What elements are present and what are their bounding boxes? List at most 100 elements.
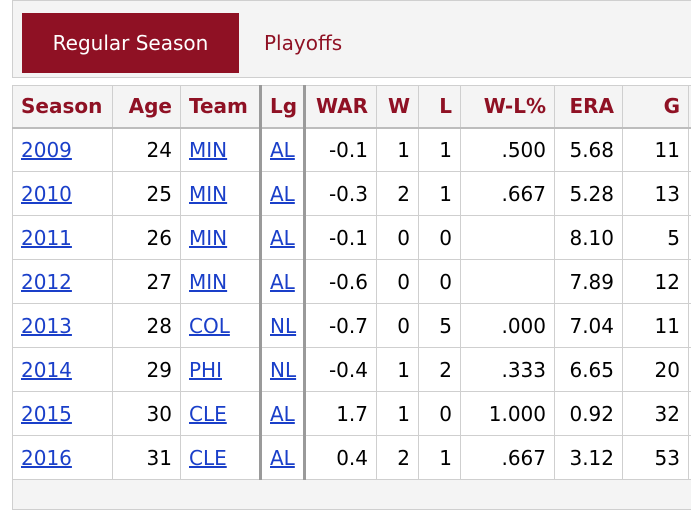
age-cell: 28 xyxy=(113,304,181,348)
war-cell: 1.7 xyxy=(305,392,377,436)
wl-pct-cell xyxy=(461,216,555,260)
era-cell: 3.12 xyxy=(555,436,623,480)
league-cell: NL xyxy=(261,304,305,348)
season-cell: 2010 xyxy=(13,172,113,216)
team-cell: MIN xyxy=(181,128,261,172)
league-link[interactable]: AL xyxy=(270,446,295,470)
era-cell: 6.65 xyxy=(555,348,623,392)
pitching-stats-table: Season Age Team Lg WAR W L W-L% ERA G 20… xyxy=(12,85,691,510)
season-link[interactable]: 2010 xyxy=(21,182,72,206)
league-cell: AL xyxy=(261,172,305,216)
team-cell: MIN xyxy=(181,172,261,216)
league-link[interactable]: NL xyxy=(270,358,296,382)
war-cell: -0.3 xyxy=(305,172,377,216)
age-cell: 24 xyxy=(113,128,181,172)
league-cell: AL xyxy=(261,260,305,304)
games-cell: 32 xyxy=(623,392,689,436)
tab-regular-season[interactable]: Regular Season xyxy=(22,13,239,73)
era-cell: 0.92 xyxy=(555,392,623,436)
team-link[interactable]: MIN xyxy=(189,182,227,206)
season-cell: 2012 xyxy=(13,260,113,304)
league-link[interactable]: AL xyxy=(270,182,295,206)
column-header-season[interactable]: Season xyxy=(13,86,113,128)
league-link[interactable]: AL xyxy=(270,402,295,426)
war-cell: -0.4 xyxy=(305,348,377,392)
team-cell: MIN xyxy=(181,216,261,260)
era-cell: 8.10 xyxy=(555,216,623,260)
losses-cell: 1 xyxy=(419,436,461,480)
games-cell: 5 xyxy=(623,216,689,260)
wins-cell: 0 xyxy=(377,304,419,348)
age-cell: 27 xyxy=(113,260,181,304)
era-cell: 5.28 xyxy=(555,172,623,216)
column-header-w[interactable]: W xyxy=(377,86,419,128)
team-link[interactable]: MIN xyxy=(189,226,227,250)
age-cell: 25 xyxy=(113,172,181,216)
games-cell: 13 xyxy=(623,172,689,216)
team-cell: MIN xyxy=(181,260,261,304)
losses-cell: 2 xyxy=(419,348,461,392)
age-cell: 26 xyxy=(113,216,181,260)
league-link[interactable]: NL xyxy=(270,314,296,338)
team-cell: CLE xyxy=(181,392,261,436)
games-cell: 12 xyxy=(623,260,689,304)
team-link[interactable]: COL xyxy=(189,314,230,338)
column-header-era[interactable]: ERA xyxy=(555,86,623,128)
wins-cell: 1 xyxy=(377,348,419,392)
season-cell: 2013 xyxy=(13,304,113,348)
age-cell: 29 xyxy=(113,348,181,392)
league-link[interactable]: AL xyxy=(270,138,295,162)
team-link[interactable]: CLE xyxy=(189,402,227,426)
team-link[interactable]: CLE xyxy=(189,446,227,470)
team-cell: COL xyxy=(181,304,261,348)
team-link[interactable]: MIN xyxy=(189,270,227,294)
wins-cell: 2 xyxy=(377,436,419,480)
war-cell: -0.1 xyxy=(305,128,377,172)
column-header-team[interactable]: Team xyxy=(181,86,261,128)
season-link[interactable]: 2016 xyxy=(21,446,72,470)
wl-pct-cell: .667 xyxy=(461,436,555,480)
wins-cell: 0 xyxy=(377,216,419,260)
column-header-wl-pct[interactable]: W-L% xyxy=(461,86,555,128)
season-link[interactable]: 2014 xyxy=(21,358,72,382)
wl-pct-cell: .667 xyxy=(461,172,555,216)
era-cell: 5.68 xyxy=(555,128,623,172)
tab-playoffs[interactable]: Playoffs xyxy=(264,13,342,73)
column-header-l[interactable]: L xyxy=(419,86,461,128)
season-cell: 2009 xyxy=(13,128,113,172)
team-cell: CLE xyxy=(181,436,261,480)
war-cell: 0.4 xyxy=(305,436,377,480)
table-header-row: Season Age Team Lg WAR W L W-L% ERA G xyxy=(13,86,691,128)
losses-cell: 0 xyxy=(419,392,461,436)
season-link[interactable]: 2015 xyxy=(21,402,72,426)
war-cell: -0.7 xyxy=(305,304,377,348)
season-link[interactable]: 2009 xyxy=(21,138,72,162)
league-link[interactable]: AL xyxy=(270,226,295,250)
season-cell: 2011 xyxy=(13,216,113,260)
wl-pct-cell: .500 xyxy=(461,128,555,172)
team-link[interactable]: MIN xyxy=(189,138,227,162)
season-link[interactable]: 2012 xyxy=(21,270,72,294)
losses-cell: 1 xyxy=(419,172,461,216)
team-link[interactable]: PHI xyxy=(189,358,222,382)
column-header-age[interactable]: Age xyxy=(113,86,181,128)
column-header-war[interactable]: WAR xyxy=(305,86,377,128)
wins-cell: 1 xyxy=(377,128,419,172)
season-link[interactable]: 2011 xyxy=(21,226,72,250)
column-header-lg[interactable]: Lg xyxy=(261,86,305,128)
league-link[interactable]: AL xyxy=(270,270,295,294)
games-cell: 11 xyxy=(623,128,689,172)
wl-pct-cell: 1.000 xyxy=(461,392,555,436)
era-cell: 7.04 xyxy=(555,304,623,348)
column-header-g[interactable]: G xyxy=(623,86,689,128)
season-link[interactable]: 2013 xyxy=(21,314,72,338)
season-cell: 2015 xyxy=(13,392,113,436)
losses-cell: 5 xyxy=(419,304,461,348)
